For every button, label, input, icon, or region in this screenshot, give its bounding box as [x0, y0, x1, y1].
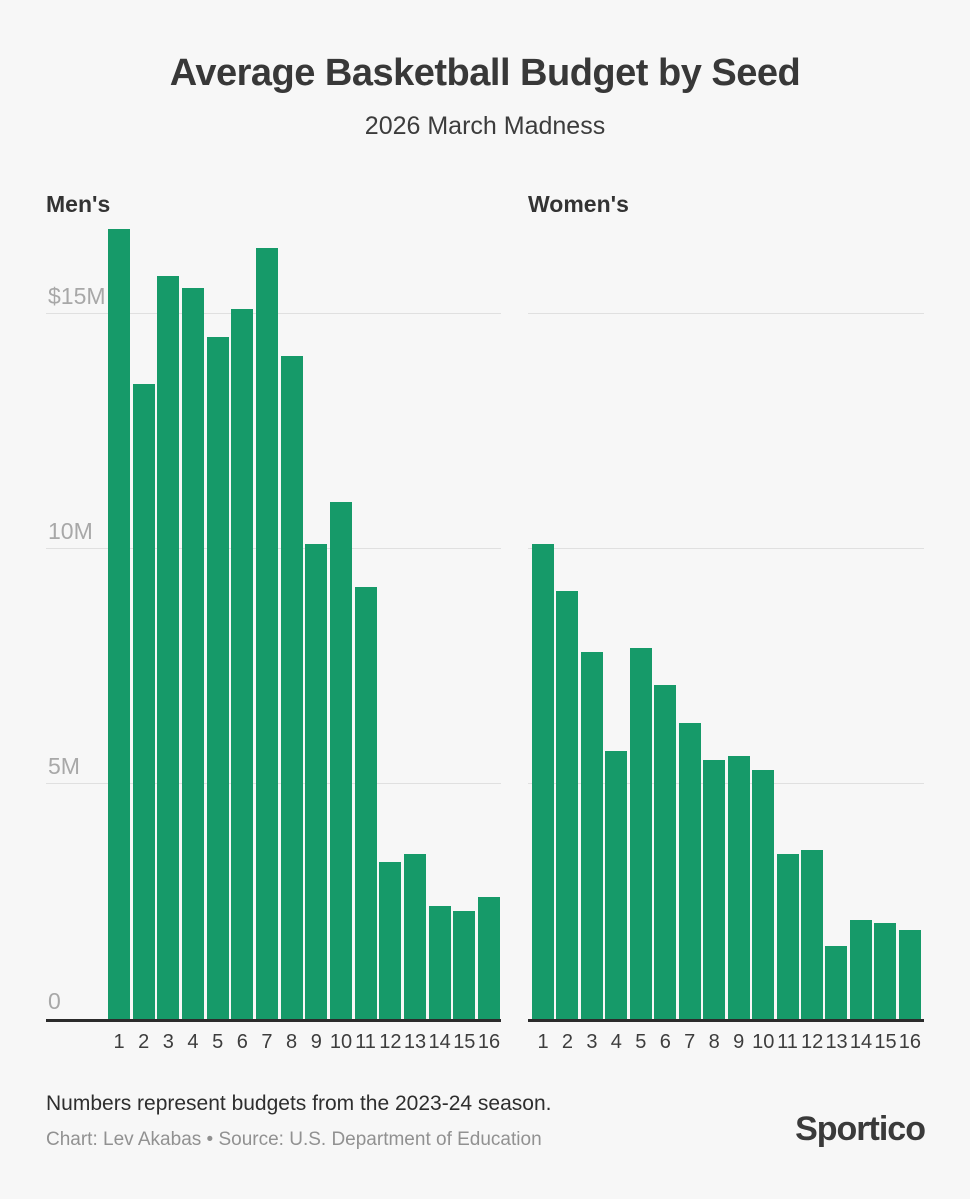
bar-seed-8 — [703, 760, 726, 1019]
y-tick-label: $15M — [48, 283, 106, 309]
bar-seed-6 — [654, 685, 677, 1019]
footnote: Numbers represent budgets from the 2023-… — [46, 1092, 552, 1115]
page-title: Average Basketball Budget by Seed — [169, 52, 801, 94]
seed-axis-label: 8 — [286, 1031, 298, 1053]
seed-axis-label: 16 — [477, 1031, 501, 1053]
gridline-10m — [528, 548, 924, 549]
womens-x-axis-line — [528, 1019, 924, 1022]
bar-seed-9 — [727, 756, 750, 1019]
source-credit: Chart: Lev Akabas • Source: U.S. Departm… — [46, 1129, 542, 1150]
bar-seed-12 — [379, 862, 402, 1019]
bar-seed-13 — [825, 946, 848, 1019]
seed-axis-label: 3 — [162, 1031, 174, 1053]
bar-seed-10 — [329, 502, 352, 1019]
bar-seed-6 — [231, 309, 254, 1019]
bar-seed-3 — [580, 652, 603, 1019]
seed-axis-label: 2 — [138, 1031, 150, 1053]
womens-seed-axis: 1 2 3 4 5 6 7 8 9 10 11 12 13 14 15 16 — [528, 1031, 924, 1054]
bar-seed-2 — [132, 384, 155, 1019]
seed-axis-label: 6 — [236, 1031, 248, 1053]
bar-seed-15 — [874, 923, 897, 1019]
mens-x-axis-line — [46, 1019, 501, 1022]
seed-axis-label: 12 — [379, 1031, 402, 1053]
bar-seed-5 — [629, 648, 652, 1019]
seed-axis-label: 10 — [752, 1031, 775, 1053]
mens-bars-group — [108, 221, 500, 1019]
seed-axis-label: 15 — [453, 1031, 476, 1053]
y-tick-label: 5M — [48, 753, 80, 779]
womens-chart-panel: Women's 1 2 3 4 5 6 7 8 9 10 11 12 13 14 15 16 — [528, 193, 924, 1054]
bar-seed-1 — [108, 229, 130, 1019]
bar-seed-15 — [453, 911, 476, 1019]
bar-seed-12 — [800, 850, 823, 1019]
seed-axis-label: 9 — [733, 1031, 745, 1053]
seed-axis-label: 10 — [329, 1031, 353, 1053]
womens-panel-label: Women's — [528, 191, 629, 217]
mens-panel-label: Men's — [46, 191, 111, 217]
seed-axis-label: 4 — [187, 1031, 199, 1053]
seed-axis-label: 14 — [849, 1031, 873, 1053]
mens-seed-axis: 1 2 3 4 5 6 7 8 9 10 11 12 13 14 15 16 — [46, 1031, 501, 1054]
seed-axis-label: 1 — [113, 1031, 125, 1053]
mens-chart-panel: Men's $15M 10M 5M 0 1 2 3 4 5 6 7 8 9 10 11 12 13 14 15 16 — [46, 193, 501, 1054]
y-tick-label: 0 — [48, 988, 61, 1014]
seed-axis-label: 14 — [428, 1031, 451, 1053]
bar-seed-13 — [403, 854, 426, 1019]
bar-seed-11 — [776, 854, 799, 1019]
seed-axis-label: 2 — [561, 1031, 574, 1053]
womens-plot-area — [528, 221, 924, 1019]
seed-axis-label: 15 — [874, 1031, 897, 1053]
seed-axis-label: 12 — [800, 1031, 824, 1053]
seed-axis-label: 5 — [635, 1031, 647, 1053]
bar-seed-11 — [354, 587, 377, 1019]
seed-axis-label: 11 — [777, 1031, 798, 1053]
seed-axis-label: 13 — [403, 1031, 427, 1053]
seed-axis-label: 8 — [708, 1031, 720, 1053]
seed-axis-label: 7 — [684, 1031, 696, 1053]
bar-seed-1 — [532, 544, 554, 1019]
womens-bars-group — [532, 221, 921, 1019]
bar-seed-4 — [181, 288, 204, 1019]
bar-seed-7 — [255, 248, 278, 1019]
bar-seed-10 — [752, 770, 775, 1019]
sportico-logo: Sportico — [795, 1110, 926, 1148]
seed-axis-label: 11 — [355, 1031, 376, 1053]
bar-seed-14 — [849, 920, 872, 1019]
seed-axis-label: 4 — [610, 1031, 622, 1053]
mens-plot-area: $15M 10M 5M 0 — [46, 221, 501, 1019]
seed-axis-label: 9 — [310, 1031, 322, 1053]
bar-seed-16 — [898, 930, 921, 1019]
seed-axis-label: 1 — [537, 1031, 549, 1053]
seed-axis-label: 13 — [825, 1031, 848, 1053]
seed-axis-label: 3 — [586, 1031, 598, 1053]
y-tick-label: 10M — [48, 518, 93, 544]
gridline-15m — [528, 313, 924, 314]
bar-seed-7 — [678, 723, 701, 1019]
seed-axis-label: 6 — [659, 1031, 671, 1053]
bar-seed-14 — [428, 906, 451, 1019]
bar-seed-8 — [280, 356, 303, 1019]
seed-axis-label: 16 — [898, 1031, 922, 1053]
bar-seed-9 — [305, 544, 328, 1019]
bar-seed-4 — [605, 751, 628, 1019]
seed-axis-label: 5 — [212, 1031, 224, 1053]
gridline-5m — [528, 783, 924, 784]
bar-seed-3 — [157, 276, 180, 1019]
bar-seed-5 — [206, 337, 229, 1019]
bar-seed-2 — [556, 591, 579, 1019]
page-subtitle: 2026 March Madness — [364, 112, 606, 140]
bar-seed-16 — [477, 897, 500, 1019]
seed-axis-label: 7 — [261, 1031, 273, 1053]
